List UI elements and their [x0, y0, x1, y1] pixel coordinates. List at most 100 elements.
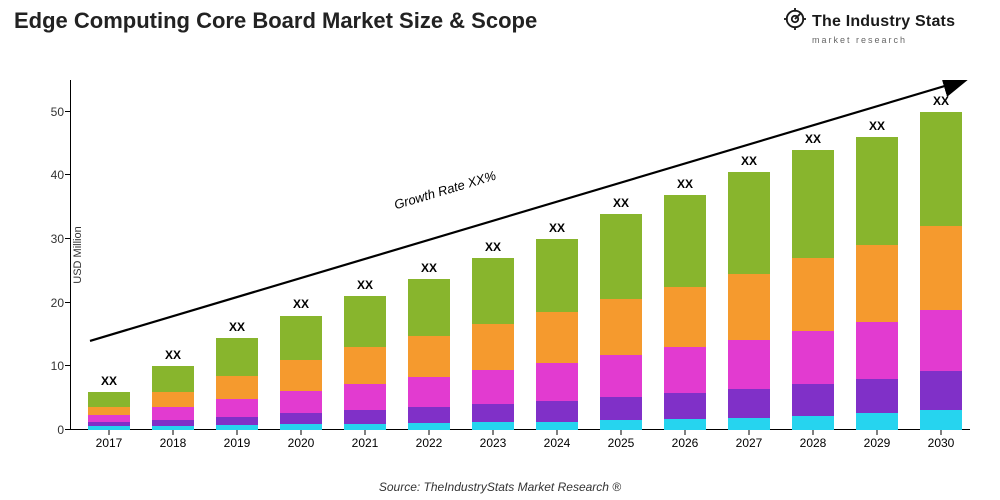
bar-value-label: XX [805, 132, 821, 146]
x-tick-mark [493, 430, 494, 435]
brand-logo: The Industry Stats market research [784, 8, 984, 45]
bar-value-label: XX [101, 374, 117, 388]
bar-segment [536, 422, 578, 430]
x-tick-label: 2028 [800, 436, 827, 450]
bar-segment [600, 299, 642, 355]
x-axis-line [70, 429, 970, 430]
bar-segment [728, 418, 770, 430]
bar-segment [792, 258, 834, 331]
bar-value-label: XX [613, 196, 629, 210]
x-tick-label: 2020 [288, 436, 315, 450]
bar-segment [88, 392, 130, 407]
x-tick-label: 2024 [544, 436, 571, 450]
x-tick-label: 2022 [416, 436, 443, 450]
bar-segment [88, 407, 130, 415]
y-tick-label: 20 [51, 296, 64, 310]
growth-arrow [70, 80, 970, 430]
logo-main-text: The Industry Stats [812, 13, 955, 31]
bar-group: XX [856, 137, 898, 430]
bar-segment [920, 226, 962, 310]
y-tick-mark [65, 429, 70, 430]
x-tick-label: 2018 [160, 436, 187, 450]
bar-segment [664, 393, 706, 419]
x-tick-label: 2021 [352, 436, 379, 450]
bar-group: XX [792, 150, 834, 430]
bar-segment [728, 274, 770, 340]
bar-segment [344, 384, 386, 411]
bar-segment [216, 399, 258, 417]
bar-value-label: XX [293, 297, 309, 311]
x-tick-label: 2023 [480, 436, 507, 450]
bar-segment [856, 137, 898, 245]
bar-segment [280, 316, 322, 361]
y-axis-label: USD Million [72, 226, 84, 283]
x-tick-label: 2017 [96, 436, 123, 450]
bar-segment [88, 415, 130, 423]
growth-rate-label: Growth Rate XX% [392, 168, 497, 213]
bar-group: XX [600, 214, 642, 430]
bar-segment [664, 287, 706, 347]
x-tick-mark [365, 430, 366, 435]
gear-icon [784, 8, 806, 35]
bar-segment [472, 404, 514, 422]
bar-segment [792, 331, 834, 384]
y-tick-mark [65, 174, 70, 175]
bar-group: XX [728, 172, 770, 430]
bar-segment [344, 410, 386, 423]
x-tick-label: 2029 [864, 436, 891, 450]
y-tick-mark [65, 238, 70, 239]
bar-group: XX [344, 296, 386, 430]
x-tick-mark [173, 430, 174, 435]
bar-segment [664, 419, 706, 430]
bar-segment [536, 312, 578, 363]
bar-value-label: XX [741, 154, 757, 168]
bar-segment [600, 355, 642, 397]
y-tick-label: 30 [51, 232, 64, 246]
y-tick-label: 40 [51, 168, 64, 182]
x-tick-mark [237, 430, 238, 435]
x-tick-mark [685, 430, 686, 435]
y-tick-mark [65, 111, 70, 112]
y-axis-line [70, 80, 71, 430]
bar-segment [216, 417, 258, 425]
source-attribution: Source: TheIndustryStats Market Research… [0, 480, 1000, 494]
bar-segment [792, 384, 834, 416]
bar-value-label: XX [677, 177, 693, 191]
bar-group: XX [88, 392, 130, 430]
bar-segment [280, 413, 322, 424]
bar-segment [472, 370, 514, 404]
bar-segment [856, 413, 898, 430]
x-tick-mark [301, 430, 302, 435]
bar-segment [664, 195, 706, 287]
bar-segment [920, 371, 962, 409]
bar-segment [856, 245, 898, 321]
bar-segment [152, 392, 194, 407]
bar-segment [792, 150, 834, 258]
bar-segment [216, 376, 258, 399]
bar-group: XX [408, 279, 450, 430]
bar-value-label: XX [549, 221, 565, 235]
bar-segment [920, 410, 962, 430]
bar-segment [408, 423, 450, 430]
bar-group: XX [472, 258, 514, 430]
bar-segment [920, 112, 962, 227]
bar-segment [600, 397, 642, 421]
bar-value-label: XX [485, 240, 501, 254]
x-tick-mark [941, 430, 942, 435]
bar-segment [216, 338, 258, 376]
bar-segment [344, 347, 386, 383]
bar-segment [792, 416, 834, 430]
chart-title: Edge Computing Core Board Market Size & … [14, 8, 537, 34]
bar-segment [664, 347, 706, 393]
bar-group: XX [536, 239, 578, 430]
bar-segment [728, 172, 770, 274]
bar-segment [408, 377, 450, 408]
bar-segment [152, 366, 194, 391]
x-tick-mark [621, 430, 622, 435]
bar-segment [856, 322, 898, 379]
bar-segment [472, 422, 514, 430]
bar-value-label: XX [229, 320, 245, 334]
x-tick-label: 2019 [224, 436, 251, 450]
x-tick-mark [813, 430, 814, 435]
bar-segment [536, 401, 578, 422]
